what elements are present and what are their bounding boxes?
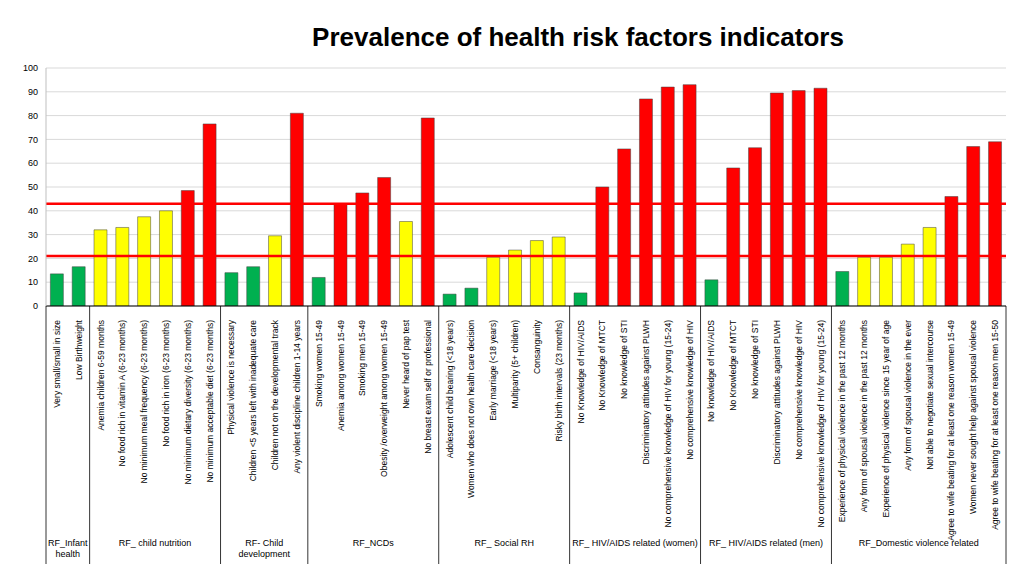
- svg-text:Children not on the developmen: Children not on the developmental track: [270, 319, 280, 470]
- svg-text:90: 90: [28, 87, 38, 97]
- svg-text:No Knowledge of MTCT: No Knowledge of MTCT: [728, 320, 738, 411]
- svg-text:Smoking men 15-49: Smoking men 15-49: [357, 320, 367, 396]
- svg-text:Discriminatory attitudes again: Discriminatory attitudes against PLWH: [641, 320, 651, 464]
- svg-text:RF_ child nutrition: RF_ child nutrition: [119, 538, 192, 548]
- svg-text:50: 50: [28, 182, 38, 192]
- svg-text:0: 0: [33, 301, 38, 311]
- svg-text:No minimum meal frequency (6-2: No minimum meal frequency (6-23 months): [139, 320, 149, 484]
- svg-text:Agree to wife beating for at l: Agree to wife beating for at least one r…: [946, 320, 956, 541]
- svg-text:No comprehensive knowledge of: No comprehensive knowledge of HIV for yo…: [663, 320, 673, 528]
- svg-text:Low Birthweight: Low Birthweight: [74, 319, 84, 380]
- svg-text:Experience of physical violenc: Experience of physical violence since 15…: [881, 320, 891, 518]
- svg-text:RF- Childdevelopment: RF- Childdevelopment: [238, 538, 290, 559]
- svg-text:Consanguinity: Consanguinity: [532, 319, 542, 374]
- svg-text:Any form of spousal violence i: Any form of spousal violence in the past…: [859, 320, 869, 512]
- svg-text:No comprehensive knowledge of: No comprehensive knowledge of HIV for yo…: [816, 320, 826, 528]
- svg-text:Obesity /overweight among wome: Obesity /overweight among women 15-49: [379, 320, 389, 477]
- svg-text:No minimum dietary diversity (: No minimum dietary diversity (6-23 month…: [183, 320, 193, 485]
- svg-text:Physical violence is necessary: Physical violence is necessary: [226, 319, 236, 435]
- svg-text:Women who does not own health: Women who does not own health care decis…: [466, 320, 476, 498]
- svg-text:Not able to negotiate sexual i: Not able to negotiate sexual intercourse: [925, 320, 935, 470]
- svg-text:Experience of physical violenc: Experience of physical violence in the p…: [837, 320, 847, 522]
- svg-text:No comprehensive knowledge of: No comprehensive knowledge of HIV: [685, 320, 695, 460]
- svg-text:40: 40: [28, 206, 38, 216]
- svg-text:Risky birth intervals (23 mont: Risky birth intervals (23 months): [554, 320, 564, 442]
- svg-text:60: 60: [28, 158, 38, 168]
- svg-text:RF_ HIV/AIDS related (men): RF_ HIV/AIDS related (men): [709, 538, 823, 548]
- svg-text:No breast exam self or profess: No breast exam self or professional: [423, 320, 433, 454]
- svg-text:RF_ Social RH: RF_ Social RH: [474, 538, 534, 548]
- svg-text:Discriminatory attitudes again: Discriminatory attitudes against PLWH: [772, 320, 782, 464]
- svg-text:RF_ HIV/AIDS related (women): RF_ HIV/AIDS related (women): [572, 538, 698, 548]
- svg-text:Multiparity (5+ children): Multiparity (5+ children): [510, 320, 520, 409]
- svg-text:Any violent discipline childre: Any violent discipline children 1-14 yea…: [292, 320, 302, 474]
- svg-text:10: 10: [28, 277, 38, 287]
- svg-text:RF_Domestic violence related: RF_Domestic violence related: [859, 538, 979, 548]
- svg-text:No Knowledge of MTCT: No Knowledge of MTCT: [597, 320, 607, 411]
- svg-text:Women never sought help again: Women never sought help against spousal …: [968, 320, 978, 514]
- svg-text:RF_Infanthealth: RF_Infanthealth: [48, 538, 88, 559]
- svg-text:100: 100: [23, 63, 38, 73]
- svg-text:Children <5 years left with in: Children <5 years left with inadequate c…: [248, 320, 258, 482]
- svg-text:No comprehensive knowledge of: No comprehensive knowledge of HIV: [794, 320, 804, 460]
- svg-text:Anemia among women 15-49: Anemia among women 15-49: [336, 320, 346, 431]
- svg-text:80: 80: [28, 111, 38, 121]
- svg-text:No knowledge of STI: No knowledge of STI: [619, 320, 629, 399]
- svg-text:No knowledge of STI: No knowledge of STI: [750, 320, 760, 399]
- svg-text:30: 30: [28, 230, 38, 240]
- svg-text:No food rich in iron (6-23 mon: No food rich in iron (6-23 months): [161, 320, 171, 447]
- svg-text:Early marriage (<18 years): Early marriage (<18 years): [488, 320, 498, 421]
- svg-text:Anemia children 6-59 months: Anemia children 6-59 months: [96, 320, 106, 431]
- svg-text:Any form of spousal violence i: Any form of spousal violence in the ever: [903, 320, 913, 471]
- svg-text:No minimum acceptable diet (6-: No minimum acceptable diet (6-23 months): [205, 320, 215, 483]
- svg-text:No knowledge of HIV/AIDS: No knowledge of HIV/AIDS: [706, 320, 716, 422]
- svg-text:20: 20: [28, 254, 38, 264]
- svg-text:Smoking women 15-49: Smoking women 15-49: [314, 320, 324, 407]
- svg-text:No food rich in vitamin A (6-2: No food rich in vitamin A (6-23 months): [117, 320, 127, 467]
- svg-text:Agree to wife beating for at l: Agree to wife beating for at least one r…: [990, 320, 1000, 530]
- svg-text:No Knowledge of HIV/AIDS: No Knowledge of HIV/AIDS: [576, 320, 586, 424]
- svg-text:RF_NCDs: RF_NCDs: [353, 538, 395, 548]
- svg-text:Very small/small in size: Very small/small in size: [52, 320, 62, 408]
- svg-text:Adolescent child bearing (<18: Adolescent child bearing (<18 years): [445, 320, 455, 458]
- html-text:Prevalence of health risk fact: Prevalence of health risk factors indica…: [312, 22, 844, 52]
- svg-text:Never heard of pap test: Never heard of pap test: [401, 319, 411, 408]
- svg-text:70: 70: [28, 135, 38, 145]
